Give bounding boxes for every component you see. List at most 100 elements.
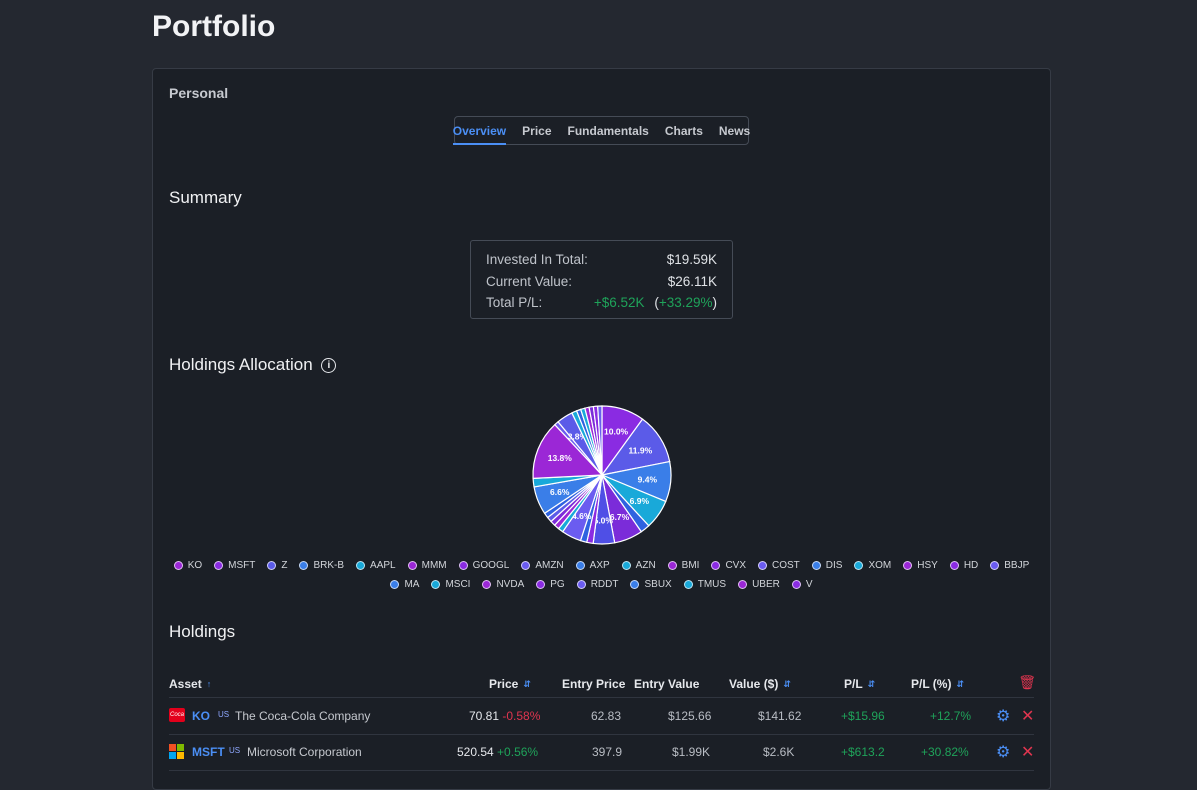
col-asset-label: Asset <box>169 677 202 691</box>
tab-charts[interactable]: Charts <box>664 123 703 138</box>
legend-dot <box>903 561 913 570</box>
legend-item-nvda[interactable]: NVDA <box>482 578 524 591</box>
legend-dot <box>667 561 677 570</box>
legend-label: COST <box>772 560 800 571</box>
page-title: Portfolio <box>152 10 276 43</box>
legend-item-ma[interactable]: MA <box>390 578 419 591</box>
legend-item-googl[interactable]: GOOGL <box>458 559 509 572</box>
table-row[interactable]: MSFT US Microsoft Corporation 520.54 +0.… <box>169 734 1034 771</box>
price: 70.81 <box>469 709 500 723</box>
legend-item-cost[interactable]: COST <box>758 559 800 572</box>
legend-label: MA <box>404 579 420 590</box>
close-icon[interactable]: ✕ <box>1021 744 1035 761</box>
entry-price: 397.9 <box>592 745 623 759</box>
legend-dot <box>482 580 492 589</box>
legend-label: HD <box>963 560 979 571</box>
invested-row: Invested In Total: $19.59K <box>486 249 717 271</box>
pl-pct-open: ( <box>654 295 659 311</box>
legend-label: MSFT <box>228 560 256 571</box>
gear-icon[interactable]: ⚙ <box>996 708 1011 725</box>
legend-item-xom[interactable]: XOM <box>854 559 891 572</box>
legend-dot <box>536 580 546 589</box>
info-icon[interactable]: i <box>321 358 337 374</box>
pie-label: 13.8% <box>548 453 573 463</box>
legend-item-mmm[interactable]: MMM <box>407 559 447 572</box>
legend-item-ko[interactable]: KO <box>173 559 202 572</box>
legend-item-bmi[interactable]: BMI <box>667 559 699 572</box>
legend-label: HSY <box>917 560 938 571</box>
legend-dot <box>458 561 468 570</box>
legend-dot <box>267 561 277 570</box>
legend-item-z[interactable]: Z <box>267 559 287 572</box>
legend-item-cvx[interactable]: CVX <box>711 559 746 572</box>
sort-icon: ⇵ <box>867 678 876 689</box>
company-name: The Coca-Cola Company <box>235 709 371 723</box>
legend-item-msft[interactable]: MSFT <box>214 559 255 572</box>
sort-icon: ⇵ <box>956 678 964 689</box>
header-divider <box>169 697 1034 698</box>
legend-item-bbjp[interactable]: BBJP <box>990 559 1029 572</box>
tab-price[interactable]: Price <box>522 123 552 138</box>
tab-news[interactable]: News <box>718 123 751 138</box>
legend-label: BRK-B <box>313 560 345 571</box>
col-entry-price-label: Entry Price <box>562 677 626 691</box>
col-asset[interactable]: Asset ↑ <box>169 677 211 691</box>
pl: +$15.96 <box>841 709 885 723</box>
legend-dot <box>711 561 721 570</box>
col-price[interactable]: Price ⇵ <box>489 677 531 691</box>
col-price-label: Price <box>489 677 519 691</box>
ticker[interactable]: MSFT <box>192 745 225 759</box>
allocation-title: Holdings Allocation <box>169 355 313 374</box>
legend-dot <box>356 561 366 570</box>
ticker[interactable]: KO <box>192 709 210 723</box>
col-pl[interactable]: P/L ⇵ <box>844 677 875 691</box>
legend-item-v[interactable]: V <box>791 578 813 591</box>
trash-icon[interactable]: 🗑 <box>1018 674 1036 690</box>
legend-item-dis[interactable]: DIS <box>811 559 842 572</box>
legend-item-msci[interactable]: MSCI <box>431 578 470 591</box>
price-cell: 70.81 -0.58% <box>469 709 540 723</box>
close-icon[interactable]: ✕ <box>1021 708 1035 725</box>
pl-percent: +12.7% <box>930 709 972 723</box>
legend-dot <box>299 561 309 570</box>
legend-dot <box>811 561 821 570</box>
legend-item-amzn[interactable]: AMZN <box>521 559 564 572</box>
gear-icon[interactable]: ⚙ <box>996 744 1011 761</box>
legend-item-aapl[interactable]: AAPL <box>356 559 396 572</box>
legend-item-hd[interactable]: HD <box>949 559 979 572</box>
pie-label: 9.4% <box>638 474 658 484</box>
legend-label: SBUX <box>644 579 672 590</box>
invested-value: $19.59K <box>666 252 717 268</box>
legend-item-axp[interactable]: AXP <box>575 559 610 572</box>
tab-fundamentals[interactable]: Fundamentals <box>567 123 649 138</box>
total-pl-value: +$6.52K <box>593 295 645 311</box>
legend-item-rddt[interactable]: RDDT <box>576 578 619 591</box>
legend-label: MSCI <box>445 579 471 590</box>
tab-bar: Overview Price Fundamentals Charts News <box>452 116 751 145</box>
msft-logo <box>169 744 185 760</box>
legend-dot <box>791 580 801 589</box>
pl: +$613.2 <box>841 745 885 759</box>
legend-item-brk-b[interactable]: BRK-B <box>299 559 344 572</box>
legend-item-tmus[interactable]: TMUS <box>683 578 726 591</box>
col-entry-price[interactable]: Entry Price <box>562 677 625 691</box>
allocation-pie-chart: 10.0%11.9% 9.4% 6.9%6.7%5.0%4.6% 6.6% 13.8% 3… <box>532 405 672 545</box>
col-entry-value[interactable]: Entry Value <box>634 677 699 691</box>
legend-item-uber[interactable]: UBER <box>738 578 780 591</box>
legend-item-pg[interactable]: PG <box>536 578 565 591</box>
ko-logo: Coca <box>169 708 185 722</box>
legend-label: RDDT <box>590 579 619 590</box>
table-row[interactable]: Coca KO US The Coca-Cola Company 70.81 -… <box>169 698 1034 735</box>
tab-overview[interactable]: Overview <box>452 120 507 145</box>
legend-item-sbux[interactable]: SBUX <box>630 578 672 591</box>
pie-slice-v[interactable] <box>597 405 603 476</box>
col-pl-pct[interactable]: P/L (%) ⇵ <box>911 677 964 691</box>
total-pl-percent: +33.29% <box>658 295 713 311</box>
pie-slice-bbjp[interactable] <box>532 423 604 479</box>
legend-item-hsy[interactable]: HSY <box>903 559 938 572</box>
legend-label: AMZN <box>535 560 564 571</box>
col-value[interactable]: Value ($) ⇵ <box>729 677 791 691</box>
pie-label: 6.6% <box>550 487 570 497</box>
legend-item-azn[interactable]: AZN <box>621 559 656 572</box>
legend-label: XOM <box>868 560 892 571</box>
